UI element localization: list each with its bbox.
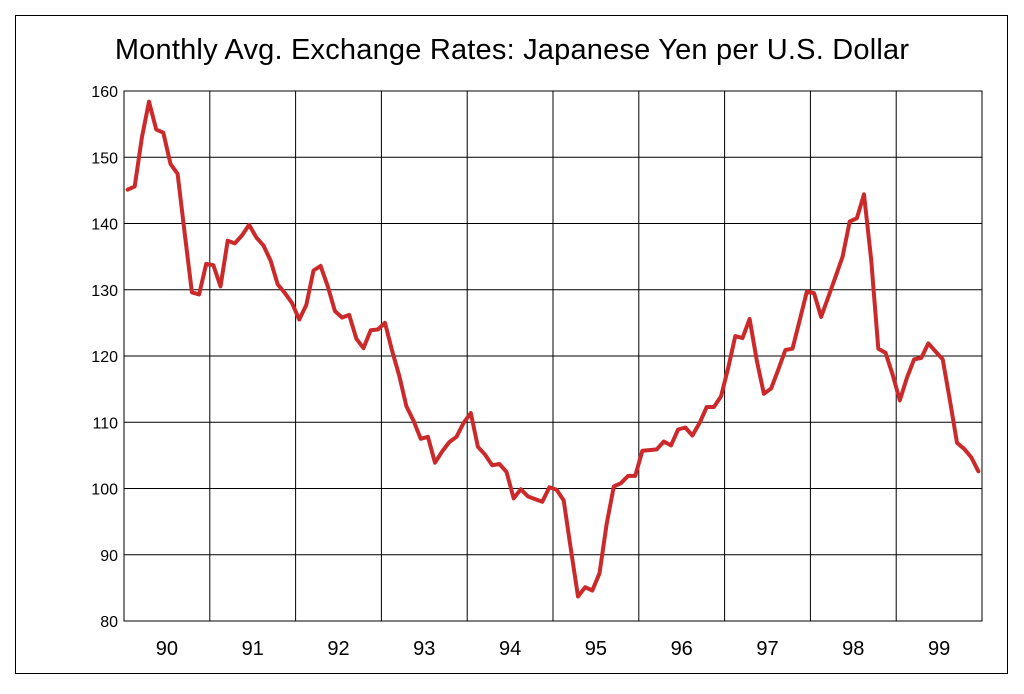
y-tick-label: 130 — [91, 283, 118, 300]
y-tick-label: 80 — [100, 614, 118, 631]
y-tick-label: 160 — [91, 84, 118, 101]
y-tick-label: 110 — [92, 415, 118, 432]
y-tick-label: 90 — [100, 548, 118, 565]
x-tick-label: 91 — [242, 638, 264, 660]
x-tick-label: 93 — [413, 638, 435, 660]
x-tick-label: 96 — [671, 638, 693, 660]
series-line-jpy-usd — [125, 99, 981, 599]
chart-title: Monthly Avg. Exchange Rates: Japanese Ye… — [114, 34, 910, 66]
y-tick-label: 150 — [91, 150, 118, 167]
y-tick-label: 140 — [91, 217, 118, 234]
x-tick-label: 90 — [156, 638, 178, 660]
x-tick-label: 94 — [499, 638, 521, 660]
x-tick-label: 95 — [585, 638, 607, 660]
y-tick-label: 120 — [91, 349, 118, 366]
x-tick-label: 98 — [842, 638, 864, 660]
x-tick-label: 97 — [756, 638, 778, 660]
x-tick-label: 92 — [327, 638, 349, 660]
x-tick-label: 99 — [928, 638, 950, 660]
y-tick-label: 100 — [91, 482, 118, 499]
